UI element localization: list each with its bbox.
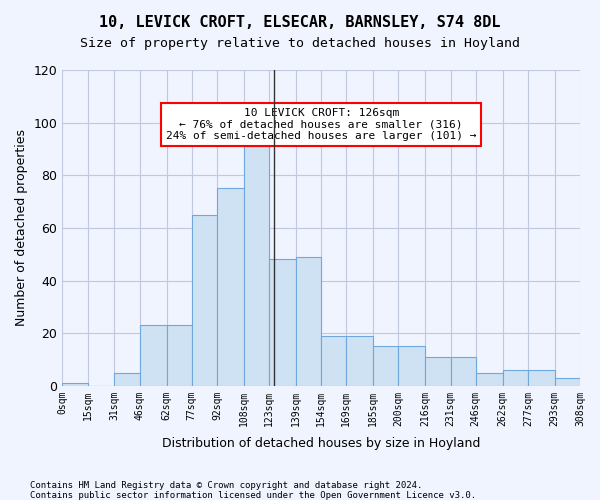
Bar xyxy=(62,383,88,386)
Bar xyxy=(476,372,503,386)
Bar xyxy=(528,370,555,386)
Bar xyxy=(555,378,580,386)
Bar xyxy=(192,214,217,386)
Bar xyxy=(167,326,192,386)
Y-axis label: Number of detached properties: Number of detached properties xyxy=(15,130,28,326)
Bar xyxy=(373,346,398,386)
Text: Contains public sector information licensed under the Open Government Licence v3: Contains public sector information licen… xyxy=(30,491,476,500)
Text: 10, LEVICK CROFT, ELSECAR, BARNSLEY, S74 8DL: 10, LEVICK CROFT, ELSECAR, BARNSLEY, S74… xyxy=(99,15,501,30)
Text: Contains HM Land Registry data © Crown copyright and database right 2024.: Contains HM Land Registry data © Crown c… xyxy=(30,481,422,490)
Bar xyxy=(451,357,476,386)
Bar xyxy=(321,336,346,386)
Bar xyxy=(503,370,528,386)
Bar xyxy=(115,372,140,386)
Text: Size of property relative to detached houses in Hoyland: Size of property relative to detached ho… xyxy=(80,38,520,51)
Bar xyxy=(296,257,321,386)
Text: 10 LEVICK CROFT: 126sqm
← 76% of detached houses are smaller (316)
24% of semi-d: 10 LEVICK CROFT: 126sqm ← 76% of detache… xyxy=(166,108,476,141)
X-axis label: Distribution of detached houses by size in Hoyland: Distribution of detached houses by size … xyxy=(162,437,481,450)
Bar xyxy=(140,326,167,386)
Bar xyxy=(244,146,269,386)
Bar xyxy=(425,357,451,386)
Bar xyxy=(346,336,373,386)
Bar xyxy=(398,346,425,386)
Bar xyxy=(217,188,244,386)
Bar xyxy=(269,260,296,386)
